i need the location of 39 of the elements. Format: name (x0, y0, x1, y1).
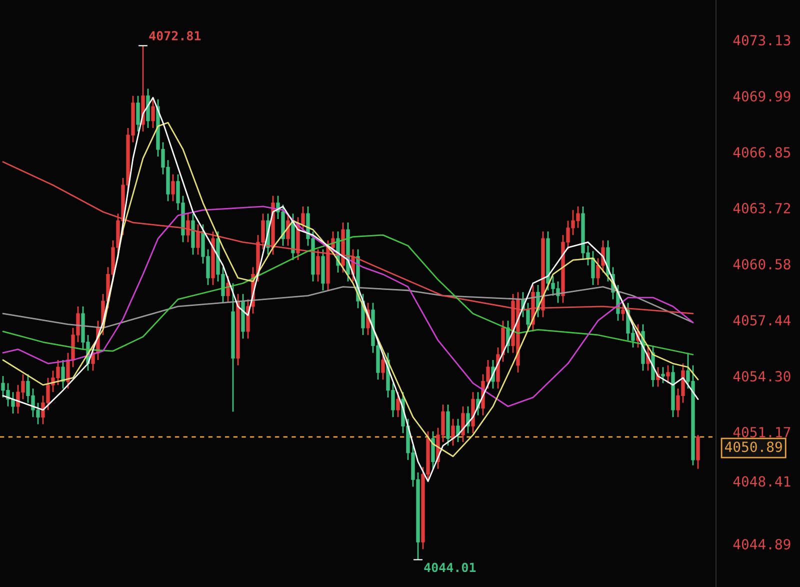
candlestick (91, 345, 95, 372)
candlestick (301, 206, 305, 232)
y-tick-label: 4054.30 (733, 371, 790, 382)
y-tick-label: 4057.44 (733, 315, 791, 326)
candlestick (461, 406, 465, 443)
candlestick (466, 406, 470, 434)
line-series (2, 234, 694, 356)
y-tick-label: 4073.13 (733, 34, 790, 46)
candlestick (396, 391, 400, 418)
annotation: 4044.01 (424, 562, 476, 572)
candlestick (226, 275, 230, 304)
candlestick (661, 366, 665, 384)
candlestick (186, 212, 190, 243)
candlestick (696, 434, 700, 470)
candlestick (171, 174, 175, 202)
annotation: 4072.81 (149, 31, 201, 40)
candlestick (61, 359, 65, 390)
y-tick-label: 4060.58 (733, 258, 790, 270)
candlestick (151, 98, 155, 129)
candlestick (666, 364, 670, 384)
candlestick (451, 418, 455, 446)
y-tick-label: 4048.41 (733, 476, 790, 487)
candlestick (316, 248, 320, 282)
y-tick-label: 4066.85 (733, 147, 790, 158)
candlestick (136, 95, 140, 132)
y-tick-label: 4063.72 (733, 202, 790, 214)
candlestick (456, 418, 460, 443)
candlestick (431, 430, 435, 470)
y-tick-label: 4044.89 (733, 538, 790, 550)
candlestick (591, 250, 595, 286)
candlestick (196, 224, 200, 256)
candlestick (11, 391, 15, 414)
candlestick (66, 352, 70, 390)
ref-line-label: 4050.89 (725, 442, 782, 452)
y-tick-label: 4069.99 (733, 91, 790, 102)
candlestick (381, 352, 385, 380)
line-series (2, 206, 694, 408)
y-tick-label: 4051.17 (733, 426, 790, 438)
line-series (2, 286, 694, 329)
